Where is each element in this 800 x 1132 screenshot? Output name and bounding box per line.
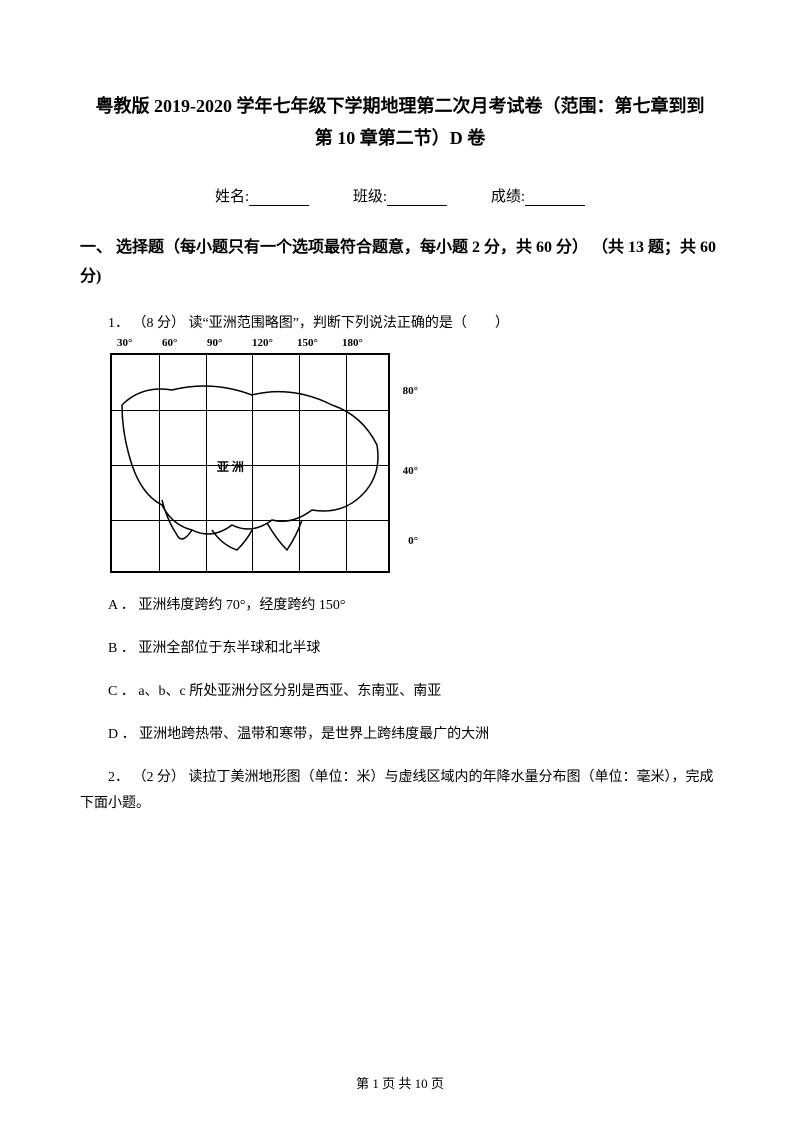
question-1-option-b: B ． 亚洲全部位于东半球和北半球 [80, 636, 720, 661]
map-lat-label: 0° [408, 535, 418, 547]
class-blank[interactable] [387, 190, 447, 206]
class-field: 班级: [353, 185, 447, 206]
question-2: 2． （2 分） 读拉丁美洲地形图（单位：米）与虚线区域内的年降水量分布图（单位… [80, 765, 720, 815]
class-label: 班级: [353, 189, 387, 205]
question-1-option-d: D ． 亚洲地跨热带、温带和寒带，是世界上跨纬度最广的大洲 [80, 722, 720, 747]
map-lon-label: 120° [252, 337, 273, 349]
exam-title-line1: 粤教版 2019-2020 学年七年级下学期地理第二次月考试卷（范围：第七章到到 [80, 90, 720, 122]
map-lat-label: 80° [403, 385, 418, 397]
map-center-label: 亚 洲 [217, 458, 244, 475]
name-blank[interactable] [249, 190, 309, 206]
exam-title-line2: 第 10 章第二节）D 卷 [80, 122, 720, 154]
question-2-number: 2． [108, 770, 129, 785]
question-1-option-c: C ． a、b、c 所处亚洲分区分别是西亚、东南亚、南亚 [80, 679, 720, 704]
score-label: 成绩: [491, 189, 525, 205]
asia-map-figure: 30° 60° 90° 120° 150° 180° 80° 40° 0° 亚 … [110, 353, 390, 573]
question-2-points: （2 分） [133, 770, 186, 785]
question-1-option-a: A ． 亚洲纬度跨约 70°，经度跨约 150° [80, 593, 720, 618]
map-lon-label: 60° [162, 337, 177, 349]
asia-outline-svg [112, 355, 392, 575]
question-1-points: （8 分） [133, 316, 186, 331]
student-info-row: 姓名: 班级: 成绩: [80, 185, 720, 206]
map-lat-label: 40° [403, 465, 418, 477]
question-1-text: 读“亚洲范围略图”，判断下列说法正确的是（ ） [189, 316, 509, 331]
map-lon-label: 150° [297, 337, 318, 349]
name-field: 姓名: [215, 185, 309, 206]
map-lon-label: 180° [342, 337, 363, 349]
map-lon-label: 90° [207, 337, 222, 349]
score-field: 成绩: [491, 185, 585, 206]
question-1-number: 1． [108, 316, 129, 331]
score-blank[interactable] [525, 190, 585, 206]
section-one-header: 一、 选择题（每小题只有一个选项最符合题意，每小题 2 分，共 60 分） （共… [80, 234, 720, 292]
map-lon-label: 30° [117, 337, 132, 349]
question-1: 1． （8 分） 读“亚洲范围略图”，判断下列说法正确的是（ ） [80, 311, 720, 336]
page-footer: 第 1 页 共 10 页 [0, 1073, 800, 1092]
name-label: 姓名: [215, 189, 249, 205]
